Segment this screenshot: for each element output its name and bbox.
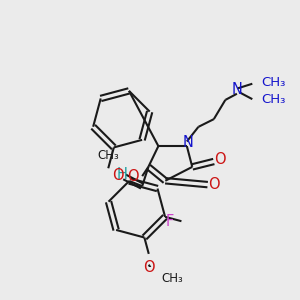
Text: CH₃: CH₃ [161,272,183,285]
Text: F: F [166,214,174,229]
Text: N: N [182,135,193,150]
Text: O: O [112,168,124,183]
Text: CH₃: CH₃ [262,93,286,106]
Text: CH₃: CH₃ [262,76,286,89]
Text: H: H [117,167,128,182]
Text: O: O [208,177,220,192]
Text: CH₃: CH₃ [98,149,119,162]
Text: O: O [214,152,226,167]
Text: N: N [232,82,242,98]
Text: O: O [127,169,139,184]
Text: O: O [143,260,154,275]
